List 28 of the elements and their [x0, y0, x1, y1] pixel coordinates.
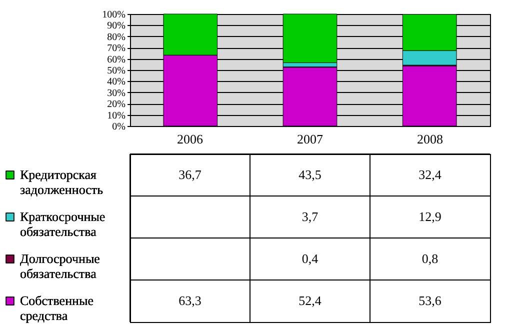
data-label: 63,3 [178, 293, 202, 308]
y-tick-label: 30% [107, 88, 126, 99]
data-label: 0,8 [422, 251, 438, 266]
data-label: 12,9 [418, 209, 442, 224]
y-tick-label: 80% [107, 32, 126, 43]
data-label: 52,4 [298, 293, 322, 308]
y-tick-label: 90% [107, 20, 126, 32]
y-tick-label: 20% [107, 99, 126, 110]
data-label: 0,4 [302, 251, 319, 266]
x-tick-label: 2008 [417, 132, 443, 146]
y-tick-label: 70% [107, 43, 126, 54]
y-tick-label: 50% [107, 66, 126, 76]
legend-label: Краткосрочные обязательства [20, 209, 106, 239]
y-tick-label: 40% [107, 76, 126, 88]
data-label: 32,4 [418, 167, 442, 182]
data-label: 36,7 [178, 167, 202, 182]
data-label: 53,6 [418, 293, 442, 308]
y-tick-label: 60% [107, 54, 126, 66]
data-label: 3,7 [302, 209, 319, 224]
x-tick-label: 2007 [297, 132, 324, 146]
y-tick-label: 10% [107, 110, 126, 122]
x-tick-label: 2006 [177, 132, 204, 146]
legend-label: Кредиторская задолженность [20, 167, 104, 197]
data-label: 43,5 [298, 167, 322, 182]
legend-label: Собственные средства [20, 293, 94, 323]
y-tick-label: 0% [112, 122, 126, 132]
y-tick-label: 100% [102, 10, 126, 20]
legend-label: Долгосрочные обязательства [20, 251, 100, 281]
